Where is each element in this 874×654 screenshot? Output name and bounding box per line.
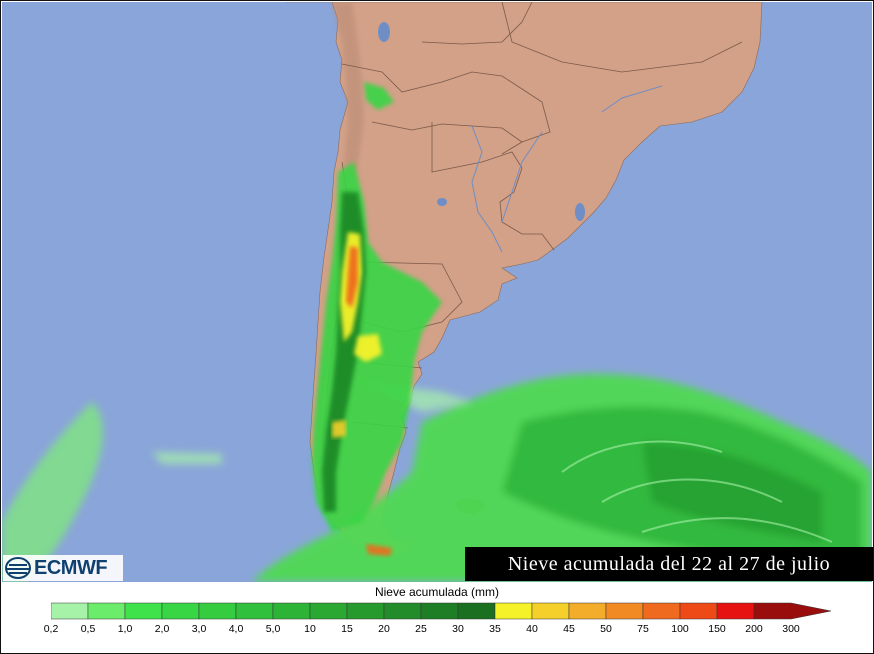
lagoa-dos-patos xyxy=(575,203,585,221)
legend-swatch xyxy=(124,602,163,620)
snow-ocean-band xyxy=(2,373,872,582)
legend-swatch xyxy=(679,602,718,620)
snow-patagonia xyxy=(312,82,442,556)
legend-swatch xyxy=(346,602,385,620)
legend-swatch xyxy=(309,602,348,620)
legend-swatch xyxy=(753,602,831,620)
legend-swatch xyxy=(87,602,126,620)
legend: Nieve acumulada (mm) 0,2 0,5 1,0 2,0 3,0 4,0 5… xyxy=(1,583,873,653)
legend-swatch xyxy=(457,602,496,620)
legend-tick-label: 1,0 xyxy=(117,623,133,635)
legend-tick-label: 200 xyxy=(745,623,763,635)
snow-ocean-light-streaks xyxy=(561,440,833,543)
legend-swatch xyxy=(531,602,570,620)
legend-tick-label: 0,5 xyxy=(80,623,96,635)
legend-ticks: 0,2 0,5 1,0 2,0 3,0 4,0 5,0 10 15 20 25 30 35 40 45 50 7… xyxy=(1,623,873,639)
legend-tick-label: 20 xyxy=(378,623,390,635)
legend-tick-label: 35 xyxy=(489,623,501,635)
legend-tick-label: 45 xyxy=(563,623,575,635)
legend-tick-label: 0,2 xyxy=(43,623,59,635)
legend-swatch xyxy=(51,602,89,620)
legend-tick-label: 150 xyxy=(708,623,726,635)
legend-swatch xyxy=(272,602,311,620)
legend-swatch xyxy=(494,602,533,620)
rivers xyxy=(471,85,663,253)
legend-swatch xyxy=(605,602,644,620)
legend-swatch xyxy=(383,602,422,620)
lake-titicaca xyxy=(378,22,390,42)
legend-tick-label: 15 xyxy=(341,623,353,635)
south-america-land xyxy=(285,2,763,555)
legend-swatch xyxy=(198,602,237,620)
snow-map xyxy=(2,2,872,582)
legend-swatch xyxy=(161,602,200,620)
legend-swatch xyxy=(568,602,607,620)
legend-tick-label: 75 xyxy=(637,623,649,635)
legend-tick-label: 5,0 xyxy=(265,623,281,635)
legend-tick-label: 2,0 xyxy=(154,623,170,635)
legend-tick-label: 40 xyxy=(526,623,538,635)
ecmwf-logo-icon xyxy=(5,557,31,579)
legend-tick-label: 10 xyxy=(304,623,316,635)
legend-tick-label: 300 xyxy=(782,623,800,635)
ecmwf-logo: ECMWF xyxy=(3,555,123,581)
legend-tick-label: 30 xyxy=(452,623,464,635)
ecmwf-logo-text: ECMWF xyxy=(34,556,108,579)
legend-swatch xyxy=(642,602,681,620)
legend-tick-label: 3,0 xyxy=(191,623,207,635)
legend-title: Nieve acumulada (mm) xyxy=(374,585,500,599)
legend-swatch xyxy=(716,602,755,620)
legend-colorbar xyxy=(51,602,831,620)
legend-swatch xyxy=(420,602,459,620)
legend-swatch xyxy=(235,602,274,620)
lake-mar-chiquita xyxy=(437,198,447,206)
legend-tick-label: 50 xyxy=(600,623,612,635)
legend-tick-label: 25 xyxy=(415,623,427,635)
legend-tick-label: 100 xyxy=(671,623,689,635)
map-title: Nieve acumulada del 22 al 27 de julio xyxy=(465,547,873,581)
legend-tick-label: 4,0 xyxy=(228,623,244,635)
